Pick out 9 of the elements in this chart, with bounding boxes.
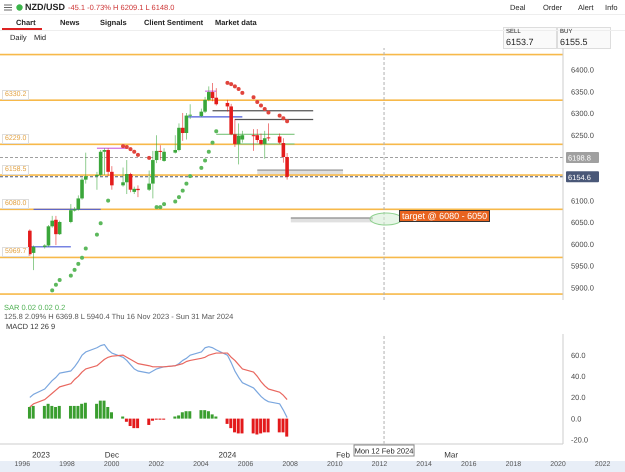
text: 6155.5 bbox=[560, 37, 588, 47]
x-tick-label: Mar bbox=[444, 450, 458, 460]
text: 6153.7 bbox=[506, 37, 534, 47]
x-tick-label: 2024 bbox=[218, 450, 237, 460]
x-tick-label: Dec bbox=[104, 450, 119, 460]
annotation: target @ 6080 - 6050 bbox=[398, 210, 490, 222]
x-tick-label: 2023 bbox=[32, 450, 50, 460]
chart-title: NZD/USD bbox=[25, 2, 65, 12]
x-tick-label: Feb bbox=[336, 450, 350, 460]
